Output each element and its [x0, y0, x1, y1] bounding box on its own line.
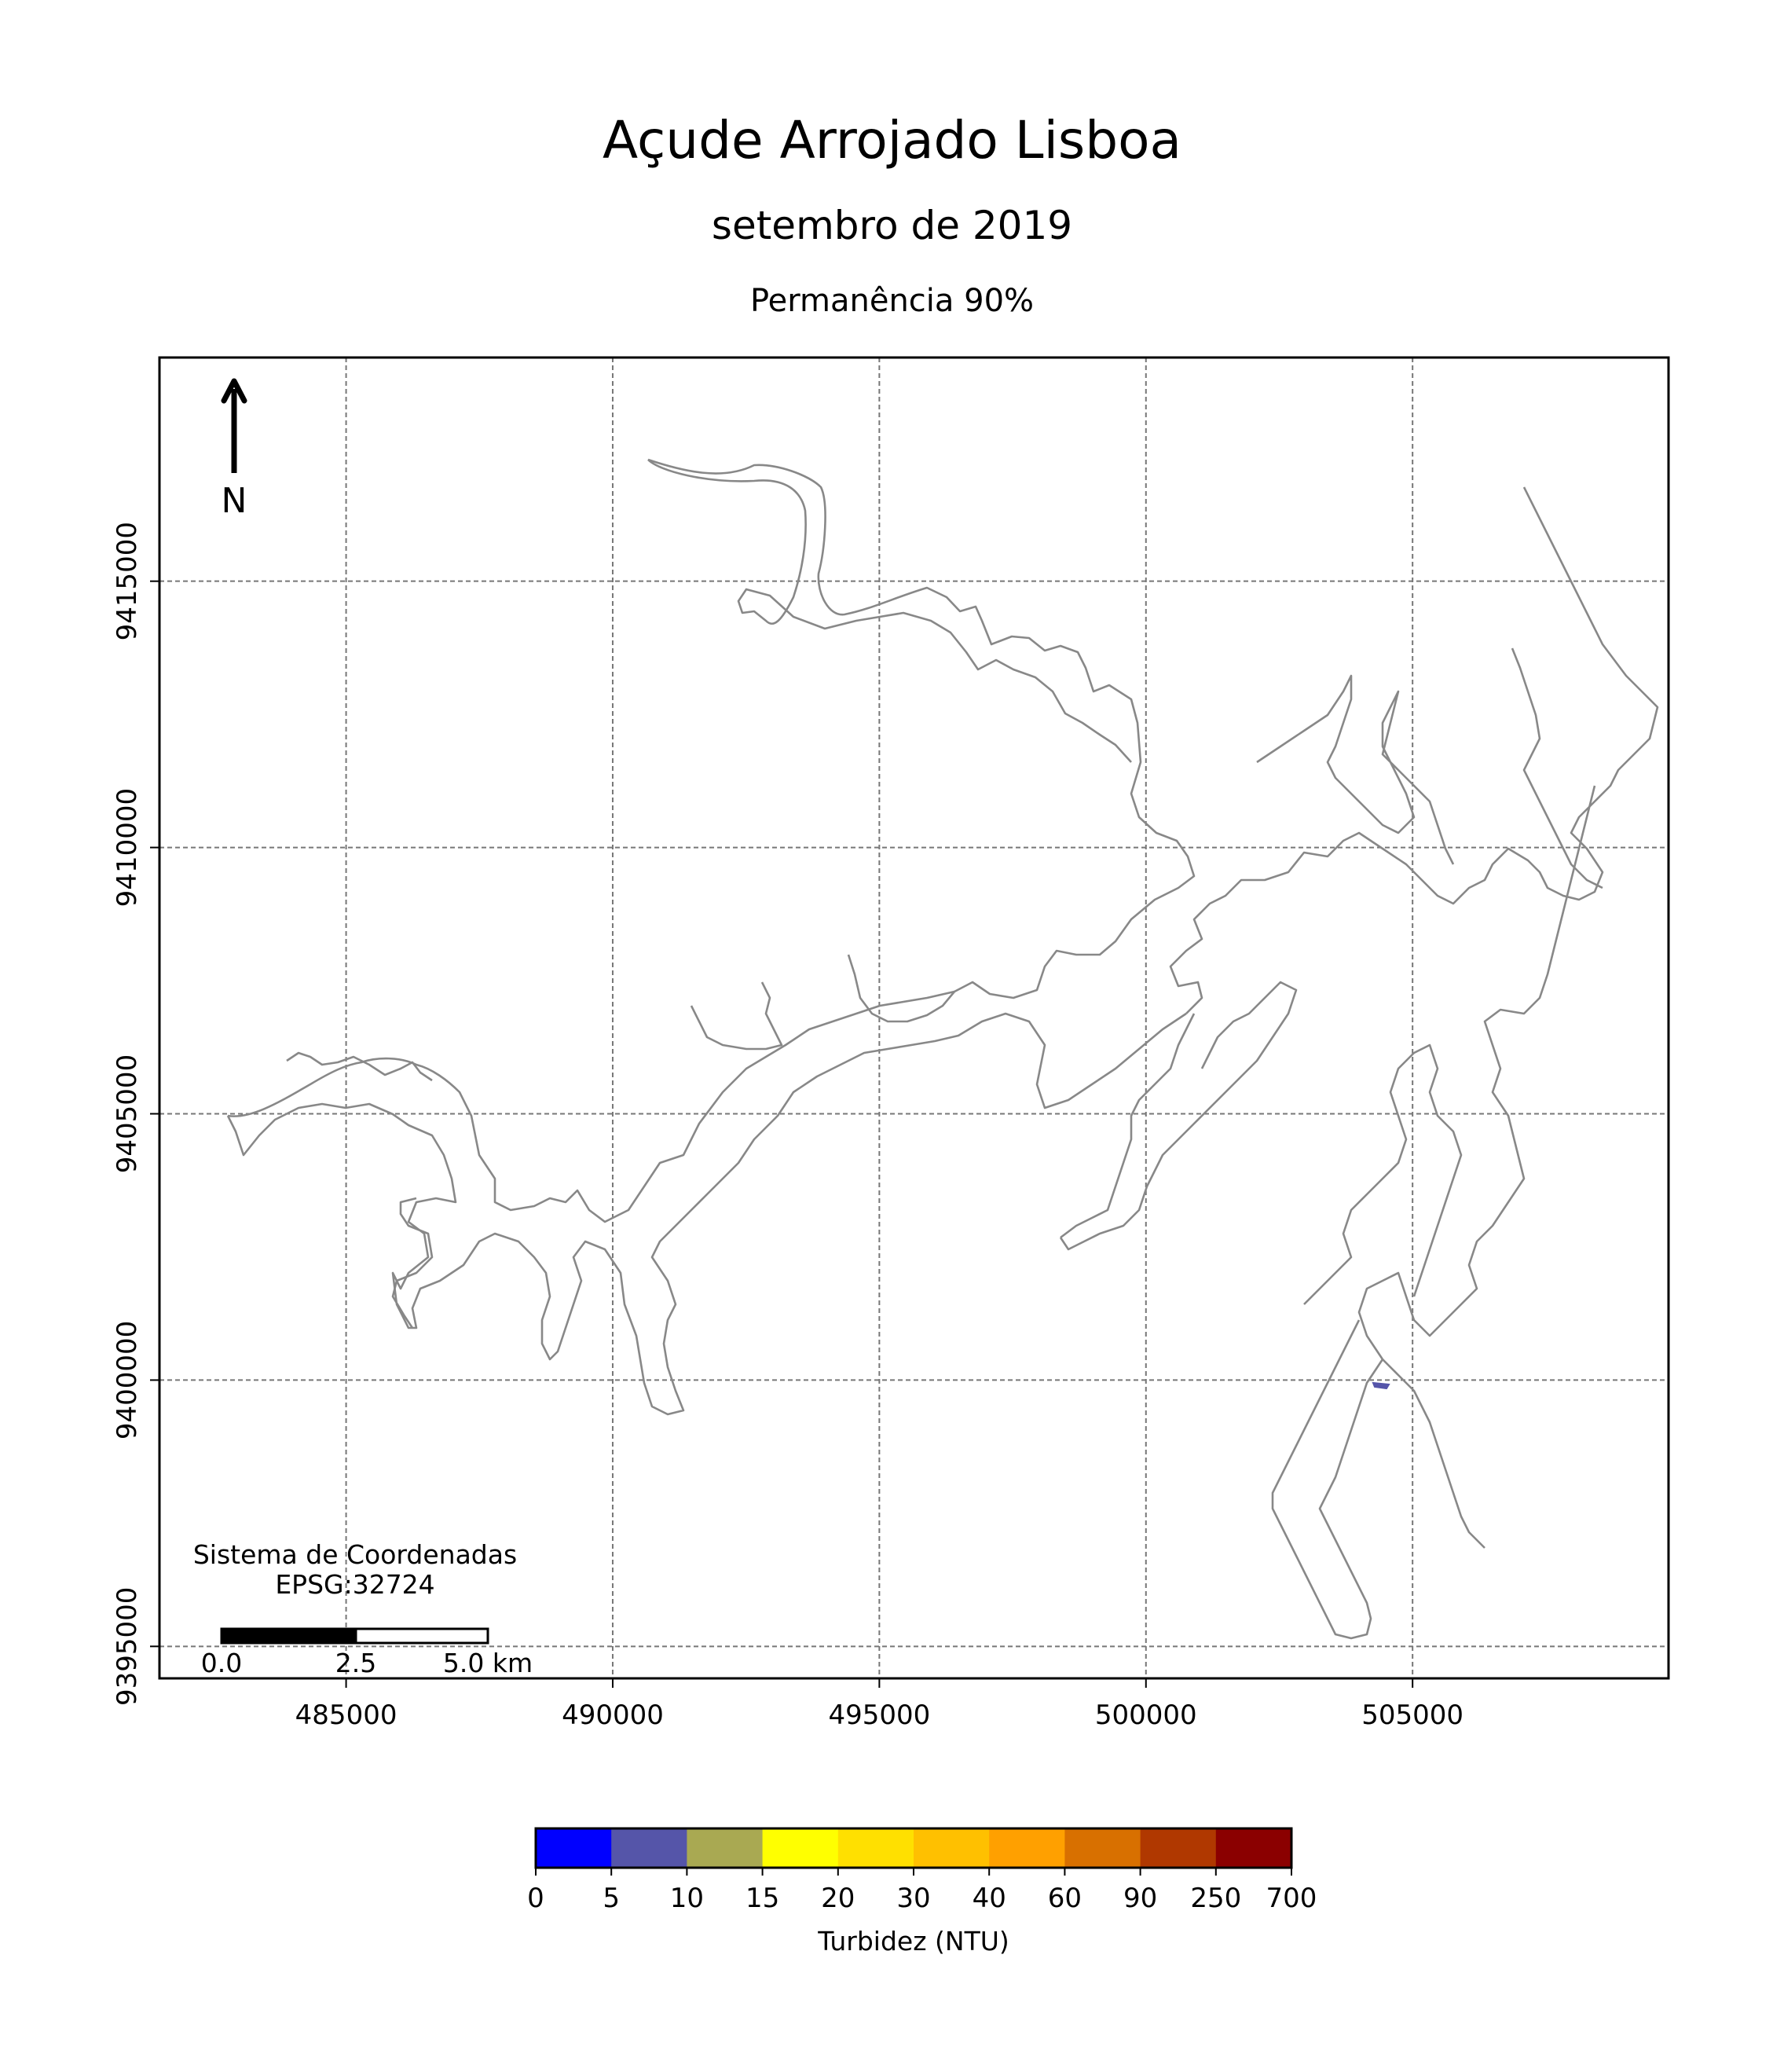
map-subtitle: setembro de 2019: [711, 203, 1073, 248]
colorbar-tick-label-9: 250: [1190, 1883, 1241, 1914]
x-tick-label-3: 500000: [1095, 1700, 1197, 1731]
scale-bar: 0.0 2.5 5.0 km: [201, 1627, 533, 1678]
reservoir-main-body: [227, 990, 955, 1223]
reservoir-west-lobe: [286, 1051, 433, 1082]
reservoir-central-arm-west: [1059, 981, 1298, 1251]
y-tick-label-4: 9395000: [112, 1587, 143, 1706]
x-tick-label-0: 485000: [295, 1700, 397, 1731]
reservoir-south-arm-east: [1303, 1043, 1463, 1305]
reservoir-northeast-arm: [1256, 674, 1455, 865]
reservoir-central-arm: [1060, 1013, 1196, 1239]
colorbar-segment-7: [1064, 1828, 1141, 1868]
colorbar-segment-1: [611, 1828, 687, 1868]
colorbar-segment-4: [837, 1828, 914, 1868]
reservoir-far-east-arm: [1511, 647, 1603, 889]
reservoir-south-arm: [1271, 1319, 1384, 1640]
colorbar-label: Turbidez (NTU): [817, 1926, 1009, 1956]
colorbar-segment-8: [1140, 1828, 1217, 1868]
colorbar-segment-5: [914, 1828, 990, 1868]
scale-label-2: 5.0 km: [443, 1648, 533, 1678]
reservoir-southwest-lobe: [391, 1197, 434, 1329]
colorbar-segment-6: [989, 1828, 1065, 1868]
colorbar-tick-label-3: 15: [745, 1883, 779, 1914]
x-tick-label-4: 505000: [1361, 1700, 1463, 1731]
colorbar-tick-label-4: 20: [821, 1883, 855, 1914]
colorbar-segment-3: [762, 1828, 839, 1868]
y-tick-label-0: 9415000: [112, 522, 143, 640]
colorbar-tick-label-10: 700: [1266, 1883, 1317, 1914]
y-tick-label-3: 9400000: [112, 1321, 143, 1439]
grid-lines: [159, 358, 1669, 1678]
colorbar-tick-label-2: 10: [670, 1883, 704, 1914]
colorbar-tick-label-0: 0: [527, 1883, 544, 1914]
x-tick-label-1: 490000: [562, 1700, 664, 1731]
scale-label-1: 2.5: [335, 1648, 376, 1678]
north-arrow: N: [221, 378, 247, 521]
scale-bar-black-segment: [220, 1627, 357, 1645]
colorbar-tick-label-8: 90: [1123, 1883, 1157, 1914]
y-tick-label-2: 9405000: [112, 1054, 143, 1173]
colorbar-segment-9: [1215, 1828, 1292, 1868]
reservoir-north-arm-shore: [647, 459, 1132, 763]
crs-line1: Sistema de Coordenadas: [193, 1539, 517, 1570]
scale-bar-white-segment: [354, 1627, 489, 1645]
reservoir-mid-lobe: [690, 981, 783, 1051]
colorbar-tick-label-1: 5: [603, 1883, 620, 1914]
north-label: N: [222, 481, 247, 521]
x-tick-label-2: 495000: [828, 1700, 930, 1731]
reservoir-outline: [226, 458, 1659, 1640]
map-title: Açude Arrojado Lisboa: [602, 110, 1182, 171]
reservoir-north-arm: [647, 458, 1196, 1023]
colorbar: 0 5 10 15 20 30 40 60 90 250 700: [527, 1827, 1317, 1914]
reservoir-main-body-south: [226, 1012, 1187, 1416]
y-tick-label-1: 9410000: [112, 788, 143, 907]
crs-line2: EPSG:32724: [275, 1569, 434, 1600]
turbidity-pixel: [1372, 1381, 1390, 1390]
colorbar-segment-2: [687, 1828, 764, 1868]
axis-ticks: 485000 490000 495000 500000 505000 9415000 941…: [112, 522, 1463, 1731]
colorbar-segment-0: [536, 1828, 612, 1868]
reservoir-east-arms: [1169, 486, 1659, 1014]
map-frame: [158, 356, 1670, 1680]
colorbar-tick-label-6: 40: [973, 1883, 1006, 1914]
scale-label-0: 0.0: [201, 1648, 242, 1678]
colorbar-tick-label-5: 30: [896, 1883, 930, 1914]
reservoir-east-shore: [1357, 785, 1596, 1549]
map-subtitle-permanence: Permanência 90%: [749, 283, 1035, 319]
colorbar-tick-label-7: 60: [1048, 1883, 1082, 1914]
